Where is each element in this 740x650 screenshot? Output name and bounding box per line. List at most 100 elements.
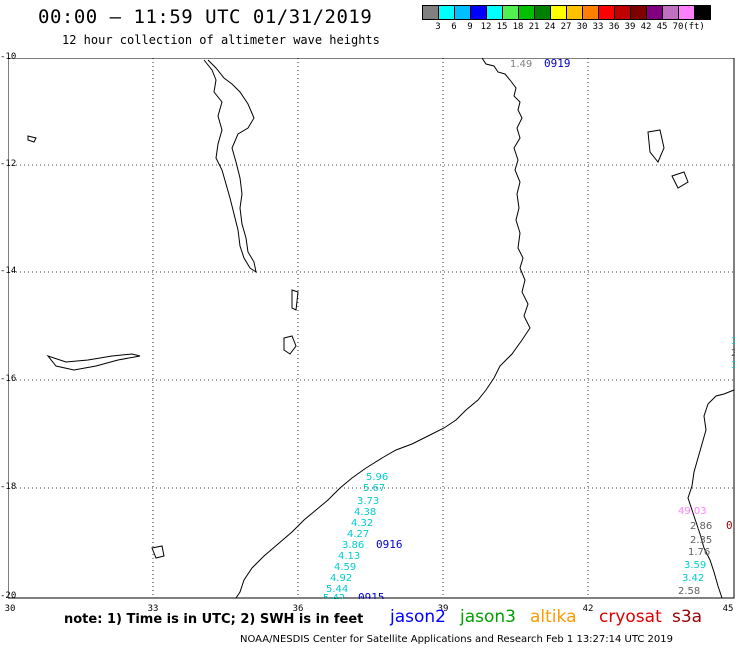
wave-height-label: 2.86 bbox=[690, 521, 712, 532]
color-scale-label: 33 bbox=[592, 22, 604, 32]
color-swatch bbox=[502, 5, 519, 20]
wave-height-label: 4.27 bbox=[347, 529, 369, 540]
lake-mweru-wantipa bbox=[46, 353, 141, 371]
page-subtitle: 12 hour collection of altimeter wave hei… bbox=[62, 33, 380, 47]
color-swatch bbox=[550, 5, 567, 20]
lon-label: 42 bbox=[582, 604, 594, 614]
lat-label: -12 bbox=[0, 159, 17, 169]
page-title: 00:00 – 11:59 UTC 01/31/2019 bbox=[38, 6, 373, 28]
color-scale-label: 42 bbox=[640, 22, 652, 32]
wave-height-map: 0919 0916 0915 0! 1.49 5.965.673.734.384… bbox=[8, 58, 735, 599]
color-scale-label: 6 bbox=[451, 22, 457, 32]
wave-height-label: 4.32 bbox=[351, 518, 373, 529]
color-swatch bbox=[694, 5, 711, 20]
color-swatch bbox=[486, 5, 503, 20]
lat-label: -20 bbox=[0, 591, 17, 601]
comoros-island bbox=[647, 129, 665, 163]
wave-height-label: 2 bbox=[731, 348, 735, 359]
color-scale-label: 12 bbox=[480, 22, 492, 32]
legend-altika: altika bbox=[530, 607, 577, 627]
wave-height-label: 1.49 bbox=[510, 59, 532, 70]
color-swatch bbox=[582, 5, 599, 20]
color-swatch bbox=[566, 5, 583, 20]
color-scale-label: 30 bbox=[576, 22, 588, 32]
wave-height-label: 2.35 bbox=[690, 535, 712, 546]
units-note: note: 1) Time is in UTC; 2) SWH is in fe… bbox=[64, 612, 364, 627]
mozambique-coastline bbox=[235, 58, 531, 599]
lake-small-1 bbox=[291, 289, 299, 311]
wave-height-label: 4.92 bbox=[330, 573, 352, 584]
wave-height-label: 5.42 bbox=[323, 593, 345, 599]
wave-height-label: 1.76 bbox=[688, 547, 710, 558]
color-swatch bbox=[614, 5, 631, 20]
edge-track: 323 bbox=[731, 336, 735, 371]
color-scale-label: 21 bbox=[528, 22, 540, 32]
lon-label: 30 bbox=[4, 604, 16, 614]
lon-label: 33 bbox=[147, 604, 159, 614]
mozambique-track: 5.965.67 3.734.384.324.273.864.134.594.92… bbox=[323, 472, 388, 599]
pass-label: 0919 bbox=[544, 58, 571, 70]
color-swatch bbox=[678, 5, 695, 20]
color-scale-label: 27 bbox=[560, 22, 572, 32]
color-scale-label: 70 bbox=[672, 22, 684, 32]
lon-label: 36 bbox=[292, 604, 304, 614]
color-scale-label: 9 bbox=[467, 22, 473, 32]
madagascar-track: 49.03 2.86 2.351.76 3.59 3.42 2.58 bbox=[678, 506, 712, 597]
legend-jason2: jason2 bbox=[390, 607, 446, 627]
color-swatch bbox=[598, 5, 615, 20]
color-scale bbox=[422, 5, 711, 20]
lake-malawi-shoreline bbox=[203, 59, 257, 274]
wave-height-label: 3 bbox=[731, 360, 735, 371]
color-scale-label: 15 bbox=[496, 22, 508, 32]
lat-label: -14 bbox=[0, 266, 17, 276]
footer-credit: NOAA/NESDIS Center for Satellite Applica… bbox=[240, 634, 673, 645]
wave-height-label: 5.44 bbox=[326, 584, 348, 595]
color-swatch bbox=[454, 5, 471, 20]
color-scale-label: 3 bbox=[435, 22, 441, 32]
legend-jason3: jason3 bbox=[460, 607, 516, 627]
color-swatch bbox=[662, 5, 679, 20]
mayotte-island bbox=[671, 171, 689, 189]
lake-chilwa bbox=[283, 335, 297, 355]
color-scale-labels: 3 6 9 12 15 18 21 24 27 30 33 36 39 42 45 70 (ft) bbox=[422, 22, 740, 34]
madagascar-coastline bbox=[687, 389, 735, 599]
wave-height-label: 3.42 bbox=[682, 573, 704, 584]
color-swatch bbox=[646, 5, 663, 20]
lake-mweru bbox=[27, 135, 37, 143]
pass-label: 0916 bbox=[376, 538, 403, 551]
color-scale-label: (ft) bbox=[683, 22, 705, 32]
graticule bbox=[8, 58, 734, 598]
lat-label: -10 bbox=[0, 52, 17, 62]
lat-label: -16 bbox=[0, 374, 17, 384]
lake-small-2 bbox=[151, 545, 165, 559]
wave-height-label: 3.86 bbox=[342, 540, 364, 551]
map-frame bbox=[8, 58, 735, 599]
legend-s3a: s3a bbox=[672, 607, 703, 627]
color-swatch bbox=[534, 5, 551, 20]
wave-height-label: 4.59 bbox=[334, 562, 356, 573]
wave-height-label: 3.59 bbox=[684, 560, 706, 571]
wave-height-label: 2.58 bbox=[678, 586, 700, 597]
wave-height-label: 5.67 bbox=[363, 483, 385, 494]
color-scale-label: 39 bbox=[624, 22, 636, 32]
color-scale-label: 36 bbox=[608, 22, 620, 32]
lon-label: 39 bbox=[437, 604, 449, 614]
lat-label: -18 bbox=[0, 482, 17, 492]
lon-label: 45 bbox=[722, 604, 734, 614]
pass-label: 0! bbox=[726, 519, 735, 532]
color-swatch bbox=[438, 5, 455, 20]
color-swatch bbox=[470, 5, 487, 20]
color-swatch bbox=[518, 5, 535, 20]
color-scale-label: 24 bbox=[544, 22, 556, 32]
color-scale-label: 18 bbox=[512, 22, 524, 32]
wave-height-label: 4.38 bbox=[354, 507, 376, 518]
legend-cryosat: cryosat bbox=[599, 607, 662, 627]
wave-height-label: 3 bbox=[731, 336, 735, 347]
wave-height-label: 5.96 bbox=[366, 472, 388, 483]
wave-height-label: 49.03 bbox=[678, 506, 707, 517]
wave-height-label: 4.13 bbox=[338, 551, 360, 562]
pass-label: 0915 bbox=[358, 591, 385, 599]
color-swatch bbox=[630, 5, 647, 20]
color-scale-label: 45 bbox=[656, 22, 668, 32]
color-swatch bbox=[422, 5, 439, 20]
